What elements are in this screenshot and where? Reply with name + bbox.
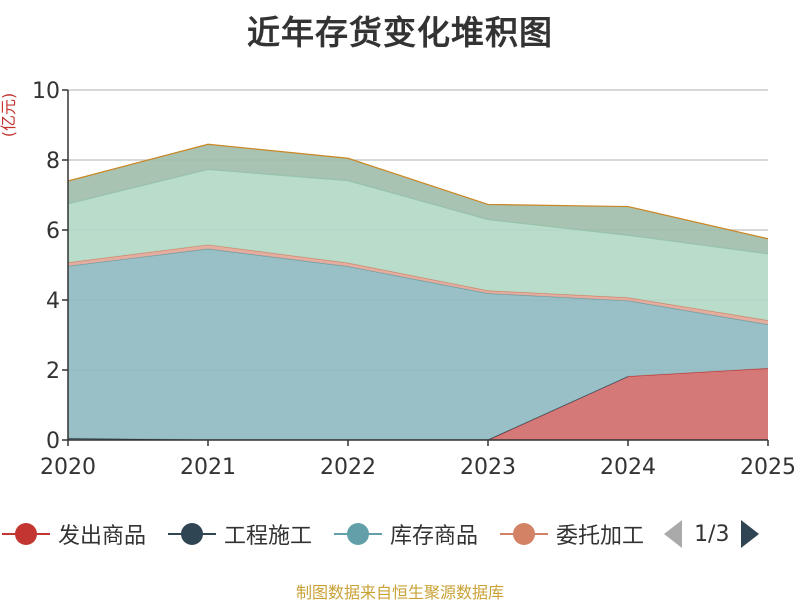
legend-symbol: [334, 522, 383, 546]
legend-symbol: [2, 522, 50, 546]
chart-title: 近年存货变化堆积图: [247, 13, 553, 52]
legend-label: 委托加工: [556, 524, 645, 549]
pager-next-arrow-icon[interactable]: [741, 520, 760, 548]
area-在产品: [68, 144, 768, 254]
y-tick-label-4: 4: [46, 289, 60, 314]
x-tick-label-2022: 2022: [320, 455, 376, 480]
legend-label: 发出商品: [58, 524, 147, 549]
legend-item-2[interactable]: 库存商品: [334, 518, 478, 550]
area-库存商品: [68, 248, 768, 440]
y-tick-label-6: 6: [46, 219, 60, 244]
line-委托加工: [67, 244, 769, 321]
legend: 发出商品 工程施工 库存商品 委托加工 1/3: [0, 514, 800, 554]
legend-pager: 1/3: [664, 520, 760, 548]
x-tick-label-2021: 2021: [180, 455, 236, 480]
y-tick-label-10: 10: [32, 79, 60, 104]
legend-item-1[interactable]: 工程施工: [168, 518, 312, 550]
area-原材料: [68, 169, 768, 321]
x-tick-label-2020: 2020: [40, 455, 96, 480]
x-tick-label-2024: 2024: [600, 455, 656, 480]
legend-symbol: [168, 522, 217, 546]
source-note: 制图数据来自恒生聚源数据库: [295, 583, 504, 602]
legend-item-0[interactable]: 发出商品: [2, 518, 146, 550]
x-tick-label-2025: 2025: [740, 455, 796, 480]
legend-dot-1: [181, 523, 204, 545]
area-发出商品: [68, 368, 768, 440]
y-tick-label-2: 2: [46, 359, 60, 384]
legend-item-3[interactable]: 委托加工: [500, 518, 644, 550]
y-tick-label-0: 0: [46, 429, 60, 454]
legend-symbol: [500, 522, 549, 546]
line-在产品: [67, 143, 769, 240]
legend-dot-3: [513, 523, 536, 545]
legend-label: 工程施工: [224, 524, 313, 549]
pager-page-indicator: 1/3: [694, 521, 730, 547]
legend-label: 库存商品: [390, 524, 479, 549]
x-tick-label-2023: 2023: [460, 455, 516, 480]
pager-prev-arrow-icon[interactable]: [664, 520, 683, 548]
y-axis-unit-label: (亿元): [0, 93, 18, 138]
y-tick-label-8: 8: [46, 149, 60, 174]
chart-plot: 0 2 4 6 8 10 2020 2021 2022 2023 2024 2025 (亿元): [0, 79, 796, 480]
legend-dot-2: [347, 523, 370, 545]
legend-dot-0: [15, 523, 37, 545]
